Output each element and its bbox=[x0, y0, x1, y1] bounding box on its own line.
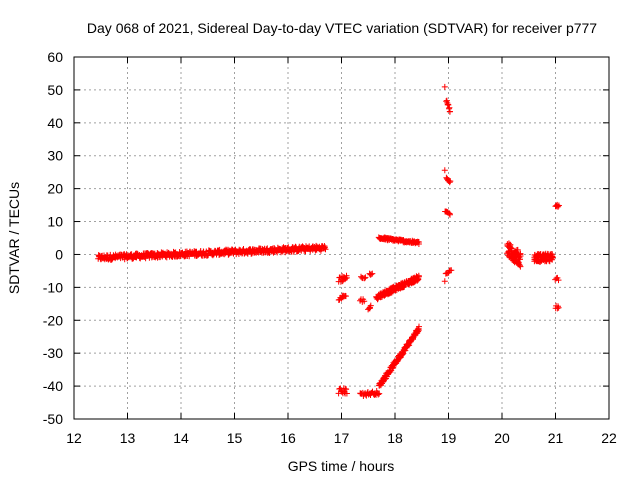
data-point bbox=[376, 390, 383, 397]
data-point bbox=[415, 239, 422, 245]
y-tick-label: -10 bbox=[43, 279, 63, 295]
y-tick-label: 20 bbox=[47, 181, 63, 197]
data-point bbox=[448, 267, 455, 274]
x-tick-label: 16 bbox=[280, 430, 296, 446]
x-tick-label: 14 bbox=[173, 430, 189, 446]
x-tick-label: 15 bbox=[227, 430, 243, 446]
tick-marks bbox=[73, 56, 610, 420]
series-segment bbox=[531, 250, 556, 265]
series-segment bbox=[443, 97, 453, 115]
x-tick-label: 20 bbox=[494, 430, 510, 446]
y-tick-label: -40 bbox=[43, 378, 63, 394]
y-tick-labels: -50 -40 -30 -20 -10 0 10 20 30 40 50 60 bbox=[43, 49, 63, 427]
y-tick-label: -20 bbox=[43, 312, 63, 328]
series-segment bbox=[552, 274, 562, 284]
series-segment bbox=[441, 167, 448, 174]
x-tick-labels: 12 13 14 15 16 17 18 19 20 21 22 bbox=[66, 430, 617, 446]
data-point bbox=[375, 391, 382, 398]
data-point bbox=[361, 298, 368, 305]
data-point bbox=[517, 263, 524, 270]
series-segment bbox=[95, 242, 329, 263]
x-tick-label: 17 bbox=[334, 430, 350, 446]
data-point bbox=[507, 241, 514, 248]
x-tick-label: 19 bbox=[441, 430, 457, 446]
data-point bbox=[446, 179, 453, 186]
data-point bbox=[343, 274, 350, 281]
series-segment bbox=[358, 273, 369, 282]
data-point bbox=[361, 275, 368, 282]
series-segment bbox=[441, 278, 448, 285]
series-segment bbox=[357, 296, 368, 305]
chart-title: Day 068 of 2021, Sidereal Day-to-day VTE… bbox=[87, 20, 597, 36]
series-segment bbox=[441, 83, 448, 90]
series-segment bbox=[335, 272, 350, 285]
series-segment bbox=[504, 240, 524, 270]
data-point bbox=[343, 386, 350, 393]
y-tick-label: 30 bbox=[47, 148, 63, 164]
series-segment bbox=[442, 208, 453, 218]
data-point bbox=[447, 178, 454, 185]
data-point bbox=[517, 253, 524, 259]
series-segment bbox=[442, 267, 455, 277]
y-tick-label: 10 bbox=[47, 214, 63, 230]
data-point bbox=[441, 167, 448, 174]
series-segment bbox=[335, 292, 349, 303]
series-segment bbox=[357, 388, 383, 399]
data-point bbox=[342, 293, 349, 300]
series-segment bbox=[366, 270, 376, 278]
y-tick-label: 40 bbox=[47, 115, 63, 131]
y-tick-label: -30 bbox=[43, 345, 63, 361]
data-point bbox=[446, 108, 453, 115]
data-point bbox=[555, 203, 562, 210]
series-segment bbox=[335, 385, 350, 397]
x-axis-title: GPS time / hours bbox=[288, 458, 395, 474]
series-segment bbox=[375, 234, 422, 247]
y-tick-label: 50 bbox=[47, 82, 63, 98]
data-point bbox=[555, 277, 562, 284]
data-point bbox=[514, 246, 521, 253]
data-point bbox=[383, 373, 390, 380]
y-tick-label: 60 bbox=[47, 49, 63, 65]
series-segment bbox=[443, 174, 454, 186]
x-tick-label: 22 bbox=[601, 430, 617, 446]
data-point bbox=[163, 254, 170, 261]
x-tick-label: 12 bbox=[66, 430, 82, 446]
y-tick-label: -50 bbox=[43, 411, 63, 427]
data-point bbox=[441, 278, 448, 285]
x-tick-label: 18 bbox=[387, 430, 403, 446]
data-point bbox=[322, 246, 329, 253]
series-segment bbox=[552, 201, 562, 210]
y-axis-title: SDTVAR / TECUs bbox=[6, 182, 22, 294]
data-point bbox=[549, 254, 556, 261]
data-point bbox=[416, 323, 422, 330]
data-point bbox=[549, 251, 556, 258]
data-point bbox=[415, 276, 422, 283]
data-point bbox=[369, 270, 376, 277]
data-point bbox=[441, 83, 448, 90]
data-point bbox=[343, 390, 350, 397]
data-point bbox=[447, 211, 453, 218]
grid bbox=[74, 57, 609, 419]
data-point bbox=[362, 274, 369, 281]
x-tick-label: 13 bbox=[120, 430, 136, 446]
data-point bbox=[415, 273, 422, 280]
data-point bbox=[555, 304, 562, 311]
x-tick-label: 21 bbox=[548, 430, 564, 446]
data-point bbox=[555, 202, 562, 209]
data-point bbox=[445, 101, 452, 108]
data-point bbox=[368, 271, 375, 278]
series-segment bbox=[376, 323, 422, 389]
series-segment bbox=[373, 272, 422, 303]
y-tick-label: 0 bbox=[55, 246, 63, 262]
data-points bbox=[95, 83, 562, 399]
series-segment bbox=[365, 302, 374, 313]
data-point bbox=[321, 243, 328, 249]
data-point bbox=[367, 302, 374, 309]
series-segment bbox=[552, 302, 562, 312]
